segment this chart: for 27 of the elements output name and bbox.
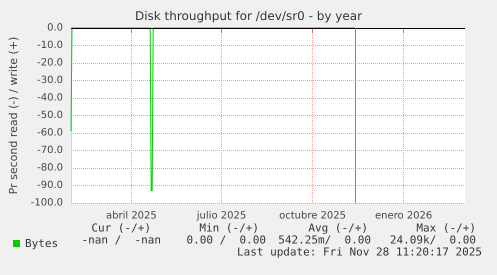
text: Last update: Fri Nov 28 11:20:17 2025 [236,246,482,258]
y-tick-label: -30.0 [37,75,63,86]
x-tick-label: enero 2026 [374,210,432,222]
text: Min (-/+) [199,222,259,234]
y-tick-label: -70.0 [37,145,63,156]
y-axis-title: Pr second read (-) / write (+) [7,36,20,194]
y-tick-label: -80.0 [37,162,63,174]
y-tick-label: -50.0 [37,110,63,121]
y-tick-label: -100.0 [30,198,63,208]
x-tick-label: abril 2025 [106,210,157,222]
y-tick-label: -60.0 [37,128,63,138]
y-tick-label: -90.0 [37,180,63,191]
x-tick-label: julio 2025 [196,210,246,222]
y-tick-label: -40.0 [37,92,63,104]
y-tick-label: -10.0 [37,40,63,51]
text: 0.00 / 0.00 [186,234,266,246]
legend-label: Bytes [25,237,58,250]
text: Max (-/+) [416,222,476,234]
text: 24.09k/ 0.00 [390,234,476,246]
text: Avg (-/+) [308,222,368,234]
y-tick-label: 0.0 [47,22,63,34]
y-tick-label: -20.0 [37,58,63,68]
text: 542.25m/ 0.00 [278,234,371,246]
x-tick-label: octubre 2025 [279,210,346,222]
text: Cur (-/+) [91,222,151,234]
text: -nan / -nan [82,234,161,246]
chart-title: Disk throughput for /dev/sr0 - by year [134,9,362,23]
